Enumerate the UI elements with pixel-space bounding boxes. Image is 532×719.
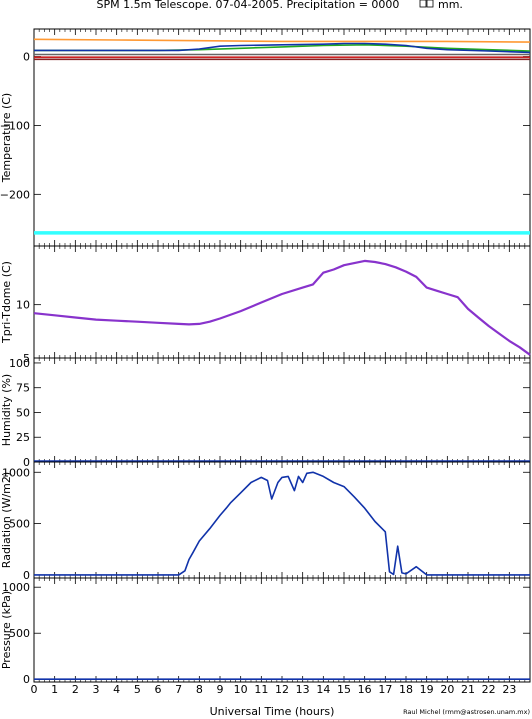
x-tick-label: 21	[461, 683, 475, 696]
panel-2: 10 5 Tpri-Tdome (C)	[0, 245, 531, 365]
y-axis-label: Humidity (%)	[0, 374, 13, 446]
x-tick-label: 20	[440, 683, 454, 696]
title-box-glyphs	[419, 0, 434, 8]
y-axis-label: Radiation (W/m2)	[0, 472, 13, 568]
panel-3: 100 75 50 25 0 Humidity (%)	[0, 357, 531, 469]
x-tick-label: 11	[254, 683, 268, 696]
x-tick-label: 9	[217, 683, 224, 696]
panel-frame	[33, 245, 531, 359]
x-tick-label: 12	[275, 683, 289, 696]
panel-4: 1000 500 0 Radiation (W/m2)	[0, 461, 531, 582]
y-tick-label: 50	[16, 406, 30, 419]
x-tick-label: 13	[296, 683, 310, 696]
y-axis-label: Temperature (C)	[0, 93, 13, 183]
y-tick-label: 1000	[2, 466, 30, 479]
panel-5: 1000 500 0 Pressure (kPa)	[0, 577, 531, 686]
y-tick-label: 0	[23, 456, 30, 469]
x-tick-label: 2	[72, 683, 79, 696]
x-tick-label: 7	[175, 683, 182, 696]
x-tick-label: 22	[482, 683, 496, 696]
y-tick-label: 0	[23, 673, 30, 686]
panel-1: 0 −100 −200 Temperature (C)	[0, 28, 531, 247]
y-axis-label: Tpri-Tdome (C)	[0, 261, 13, 344]
x-tick-label: 8	[196, 683, 203, 696]
chart-title: SPM 1.5m Telescope. 07-04-2005. Precipit…	[97, 0, 400, 11]
y-tick-label: 10	[16, 299, 30, 312]
y-tick-label: 100	[9, 357, 30, 370]
series-line-1	[33, 259, 531, 356]
y-tick-label: 0	[23, 51, 30, 64]
panel-frame	[33, 357, 531, 463]
panel-frame	[33, 461, 531, 579]
y-tick-label: 75	[16, 382, 30, 395]
series-line-1	[34, 471, 530, 576]
x-axis-label: Universal Time (hours)	[210, 705, 335, 718]
series-line-1	[33, 38, 531, 43]
y-tick-label: −200	[0, 188, 30, 201]
y-tick-label: 5	[23, 352, 30, 365]
x-tick-label: 5	[134, 683, 141, 696]
credit-text: Raul Michel (rmm@astrosen.unam.mx)	[403, 708, 530, 716]
y-tick-label: 500	[9, 627, 30, 640]
x-tick-label: 0	[31, 683, 38, 696]
chart-title-unit: mm.	[438, 0, 463, 11]
x-tick-label: 3	[93, 683, 100, 696]
x-tick-label: 19	[420, 683, 434, 696]
y-tick-label: 1000	[2, 581, 30, 594]
y-tick-label: 0	[23, 569, 30, 582]
x-tick-label: 1	[51, 683, 58, 696]
x-tick-label: 16	[358, 683, 372, 696]
x-tick-label: 17	[378, 683, 392, 696]
y-tick-label: −100	[0, 119, 30, 132]
x-tick-label: 4	[113, 683, 120, 696]
y-tick-label: 25	[16, 431, 30, 444]
x-tick-label: 15	[337, 683, 351, 696]
series-line-3	[34, 42, 531, 54]
x-tick-label: 23	[502, 683, 516, 696]
x-tick-label: 10	[234, 683, 248, 696]
y-axis-label: Pressure (kPa)	[0, 591, 13, 669]
x-tick-label: 14	[316, 683, 330, 696]
y-tick-label: 500	[9, 518, 30, 531]
x-tick-label: 6	[155, 683, 162, 696]
panel-frame	[33, 577, 531, 683]
panel-frame	[33, 28, 531, 247]
x-tick-label: 18	[399, 683, 413, 696]
